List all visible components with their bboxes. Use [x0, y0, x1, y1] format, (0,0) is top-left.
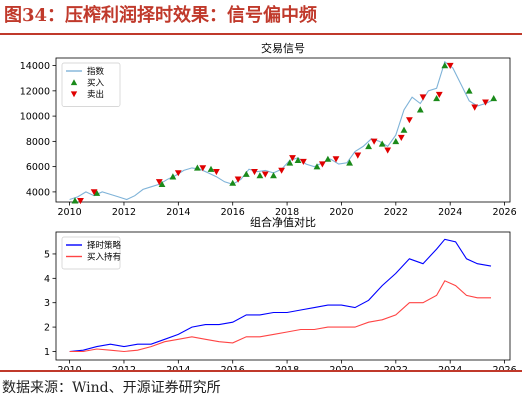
y-tick-label: 3 [44, 298, 50, 309]
buy-marker [158, 180, 166, 187]
x-tick-label: 2012 [112, 207, 136, 218]
buy-marker [207, 165, 215, 172]
x-tick-label: 2020 [329, 365, 353, 370]
y-tick-label: 12000 [20, 86, 50, 97]
x-tick-label: 2010 [57, 365, 81, 370]
sell-marker [77, 198, 84, 205]
sell-marker [332, 156, 340, 163]
plot-frame [55, 57, 511, 203]
buy-marker [71, 197, 79, 204]
sell-marker [446, 62, 454, 69]
legend-label: 买入持有 [87, 252, 121, 263]
buy-marker [465, 87, 473, 94]
series-line-buy-hold [69, 280, 491, 353]
y-tick-label: 6000 [26, 162, 50, 173]
buy-marker [256, 172, 264, 179]
y-tick-label: 1 [44, 347, 50, 358]
buy-marker [242, 170, 250, 177]
legend-box [61, 62, 121, 107]
x-tick-label: 2018 [275, 365, 299, 370]
x-tick-label: 2018 [275, 207, 299, 218]
y-tick-label: 14000 [20, 61, 50, 72]
x-tick-label: 2012 [112, 365, 136, 370]
legend-marker [70, 91, 78, 98]
sell-marker [213, 169, 220, 176]
series-line-index [69, 60, 494, 201]
legend-label: 卖出 [87, 89, 104, 100]
buy-marker [286, 159, 294, 166]
sell-marker [419, 94, 427, 101]
sell-marker [289, 155, 296, 162]
buy-marker [194, 164, 201, 171]
x-tick-label: 2014 [166, 365, 190, 370]
sell-marker [234, 176, 242, 183]
chart-title: 组合净值对比 [250, 215, 316, 229]
sell-marker [354, 152, 362, 159]
plot-frame [55, 231, 511, 361]
sell-marker [406, 117, 413, 124]
source-divider [0, 370, 522, 372]
chart-title: 交易信号 [261, 41, 305, 55]
x-tick-label: 2014 [166, 207, 190, 218]
sell-marker [174, 170, 182, 177]
sell-marker [90, 189, 98, 196]
figure-title: 图34：压榨利润择时效果：信号偏中频 [4, 5, 318, 26]
legend-label: 指数 [87, 66, 105, 77]
title-divider [0, 33, 522, 35]
sell-marker [384, 147, 392, 154]
chart-figure: 交易信号 2010 2012 2014 2016 2018 2020 2022 2024 2026… [20, 41, 517, 370]
sell-marker [261, 171, 269, 178]
x-tick-label: 2024 [438, 365, 462, 370]
buy-marker [324, 155, 332, 162]
y-tick-label: 4000 [26, 187, 50, 198]
buy-marker [400, 126, 408, 133]
sell-marker [482, 99, 489, 106]
buy-marker [365, 143, 372, 150]
series-line-strategy [69, 238, 492, 353]
buy-marker [169, 173, 177, 180]
x-tick-label: 2026 [492, 365, 516, 370]
y-tick-label: 2 [44, 323, 50, 334]
x-tick-label: 2024 [438, 207, 462, 218]
buy-marker [416, 106, 424, 113]
buy-marker [490, 95, 498, 102]
x-tick-label: 2016 [221, 207, 245, 218]
y-tick-label: 5 [44, 249, 50, 260]
buy-marker [346, 159, 353, 166]
legend-label: 择时策略 [87, 240, 122, 251]
buy-marker [392, 138, 400, 145]
x-tick-label: 2020 [329, 207, 353, 218]
buy-marker [229, 179, 237, 186]
sell-marker [435, 91, 443, 98]
buy-marker [433, 95, 440, 102]
y-tick-label: 8000 [26, 137, 50, 148]
buy-marker [93, 189, 101, 196]
source-note: 数据来源：Wind、开源证券研究所 [2, 380, 221, 396]
sell-marker [300, 158, 307, 165]
legend-marker [70, 79, 78, 86]
buy-marker [378, 140, 386, 147]
sell-marker [471, 104, 479, 111]
x-tick-label: 2022 [384, 365, 408, 370]
sell-marker [278, 167, 285, 174]
x-tick-label: 2010 [57, 207, 81, 218]
sell-marker [199, 165, 207, 172]
buy-marker [270, 172, 277, 179]
x-tick-label: 2026 [492, 207, 516, 218]
buy-marker [313, 163, 321, 170]
y-tick-label: 10000 [20, 112, 50, 123]
x-tick-label: 2022 [384, 207, 408, 218]
sell-marker [319, 161, 326, 168]
buy-marker [441, 62, 449, 69]
legend-label: 买入 [87, 79, 105, 89]
sell-marker [370, 138, 378, 145]
buy-marker [294, 156, 302, 163]
sell-marker [397, 134, 405, 141]
x-tick-label: 2016 [221, 365, 245, 370]
y-tick-label: 4 [44, 274, 50, 285]
sell-marker [251, 169, 258, 176]
sell-marker [155, 179, 163, 186]
